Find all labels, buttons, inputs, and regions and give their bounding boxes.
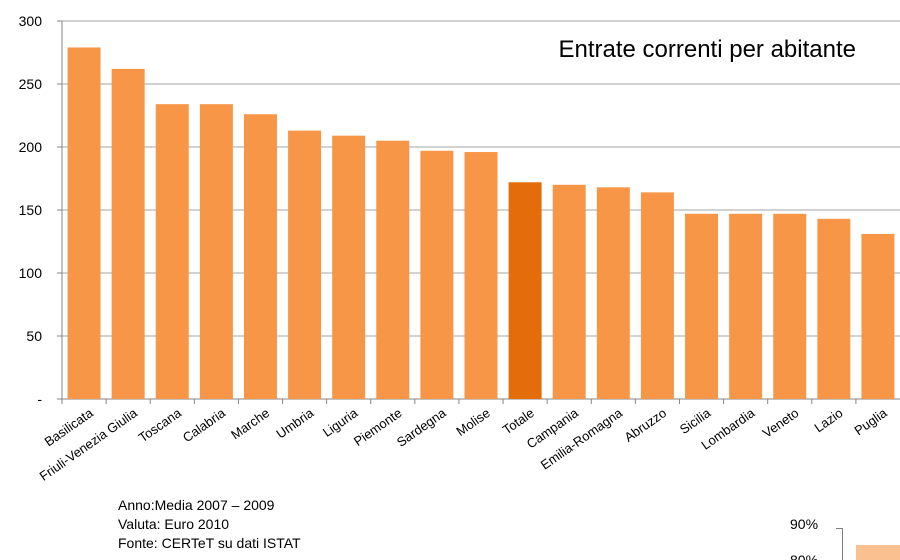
chart-title: Entrate correnti per abitante bbox=[558, 36, 856, 63]
bar-campania bbox=[552, 184, 586, 399]
inset-axis-label-90: 90% bbox=[790, 516, 819, 532]
chart-notes: Anno:Media 2007 – 2009 Valuta: Euro 2010… bbox=[118, 496, 301, 553]
bar-sardegna bbox=[420, 150, 454, 399]
bar-toscana bbox=[155, 104, 189, 399]
bars bbox=[67, 47, 895, 400]
bar-lazio bbox=[817, 218, 851, 399]
y-tick-label-200: 200 bbox=[19, 139, 43, 155]
bar-basilicata bbox=[67, 47, 101, 400]
note-valuta: Valuta: Euro 2010 bbox=[118, 516, 230, 532]
y-tick-label-0: - bbox=[37, 391, 42, 407]
y-tick-label-100: 100 bbox=[19, 265, 43, 281]
x-label-sardegna: Sardegna bbox=[394, 405, 449, 450]
x-label-toscana: Toscana bbox=[136, 405, 185, 446]
bar-emilia-romagna bbox=[596, 187, 630, 399]
bar-calabria bbox=[199, 104, 233, 399]
y-tick-label-150: 150 bbox=[19, 202, 43, 218]
y-tick-label-50: 50 bbox=[26, 328, 42, 344]
bar-abruzzo bbox=[640, 192, 674, 399]
y-axis-ticks: - 50 100 150 200 250 300 bbox=[19, 13, 63, 407]
bar-lombardia bbox=[729, 213, 763, 399]
bar-veneto bbox=[773, 213, 807, 399]
x-label-veneto: Veneto bbox=[760, 405, 802, 441]
x-label-totale: Totale bbox=[500, 405, 537, 437]
x-label-emilia-romagna: Emilia-Romagna bbox=[538, 405, 626, 473]
bar-marche bbox=[243, 114, 277, 400]
bar-sicilia bbox=[685, 213, 719, 399]
bar-umbria bbox=[288, 130, 322, 399]
y-tick-label-300: 300 bbox=[19, 13, 43, 29]
note-fonte: Fonte: CERTeT su dati ISTAT bbox=[118, 535, 301, 551]
bar-molise bbox=[464, 152, 498, 399]
note-anno: Anno:Media 2007 – 2009 bbox=[118, 497, 275, 513]
bar-liguria bbox=[332, 135, 366, 399]
inset-axis-line bbox=[842, 528, 843, 560]
bar-piemonte bbox=[376, 140, 410, 399]
inset-axis-label-80: 80% bbox=[790, 552, 819, 560]
x-label-umbria: Umbria bbox=[273, 405, 317, 442]
x-label-marche: Marche bbox=[228, 405, 272, 442]
bar-friuli-venezia-giulia bbox=[111, 68, 145, 399]
x-label-puglia: Puglia bbox=[851, 405, 890, 438]
x-label-abruzzo: Abruzzo bbox=[621, 405, 669, 445]
x-label-calabria: Calabria bbox=[180, 405, 229, 445]
inset-bar bbox=[856, 545, 900, 560]
bar-puglia bbox=[861, 233, 895, 399]
x-label-molise: Molise bbox=[453, 405, 492, 439]
y-tick-label-250: 250 bbox=[19, 76, 43, 92]
x-label-sicilia: Sicilia bbox=[677, 405, 714, 437]
x-label-lazio: Lazio bbox=[812, 405, 846, 435]
bar-totale bbox=[508, 182, 542, 399]
inset-axis-tick bbox=[836, 528, 842, 529]
